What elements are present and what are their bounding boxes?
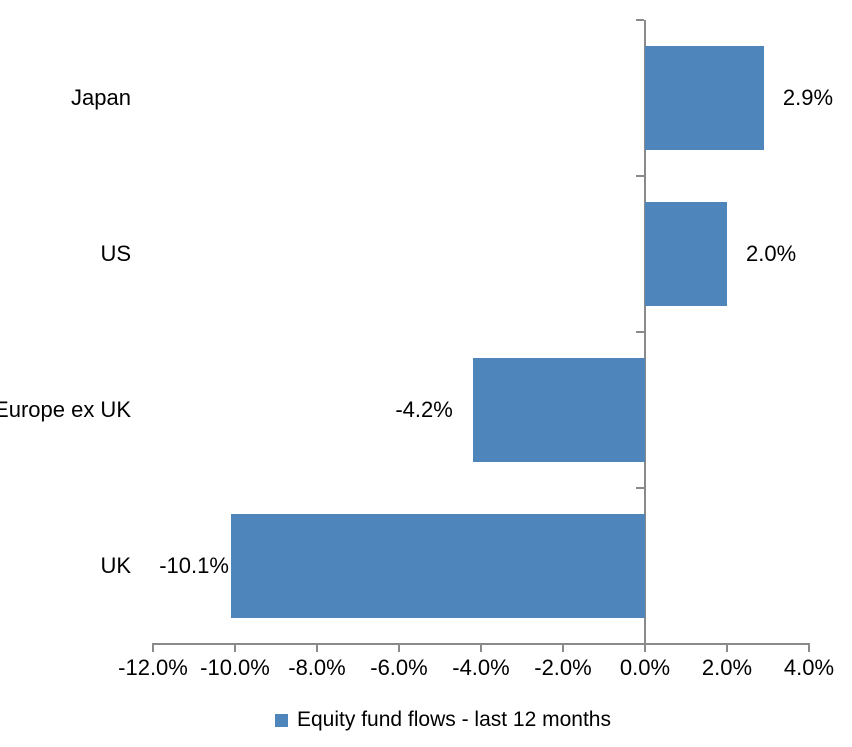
value-label-uk: -10.1% [159, 553, 229, 578]
bar-us [645, 202, 727, 306]
bar-uk [230, 514, 645, 618]
x-axis-tick-label: -8.0% [288, 655, 346, 680]
zero-axis-line [644, 20, 646, 652]
value-label-japan: 2.9% [782, 85, 834, 110]
x-axis-tick [316, 644, 318, 652]
x-axis-tick-label: -6.0% [370, 655, 428, 680]
x-axis-tick [234, 644, 236, 652]
x-axis-tick [726, 644, 728, 652]
x-axis-tick [398, 644, 400, 652]
bar-europe-ex-uk [472, 358, 645, 462]
category-label-japan: Japan [71, 85, 131, 110]
bar-japan [645, 46, 764, 150]
x-axis-tick-label: 4.0% [783, 655, 835, 680]
value-label-us: 2.0% [746, 241, 797, 266]
x-axis-tick-label: 0.0% [619, 655, 671, 680]
x-axis-tick [808, 644, 810, 652]
category-label-us: US [100, 241, 131, 266]
legend-series-label: Equity fund flows - last 12 months [297, 708, 611, 731]
category-axis-tick [636, 175, 644, 177]
x-axis-tick-label: -12.0% [118, 655, 188, 680]
x-axis-tick [152, 644, 154, 652]
category-axis-tick [636, 487, 644, 489]
x-axis-tick-label: 2.0% [701, 655, 753, 680]
x-axis-tick-label: -2.0% [534, 655, 592, 680]
x-axis-tick [562, 644, 564, 652]
legend: Equity fund flows - last 12 months [275, 707, 611, 733]
x-axis-tick-label: -4.0% [452, 655, 510, 680]
x-axis-tick [480, 644, 482, 652]
category-label-europe-ex-uk: Europe ex UK [0, 397, 131, 422]
legend-series-marker-icon [275, 713, 288, 727]
value-label-europe-ex-uk: -4.2% [395, 397, 453, 422]
category-axis-tick [636, 331, 644, 333]
x-axis-tick-label: -10.0% [200, 655, 270, 680]
category-axis-tick [636, 19, 644, 21]
category-label-uk: UK [100, 553, 131, 578]
